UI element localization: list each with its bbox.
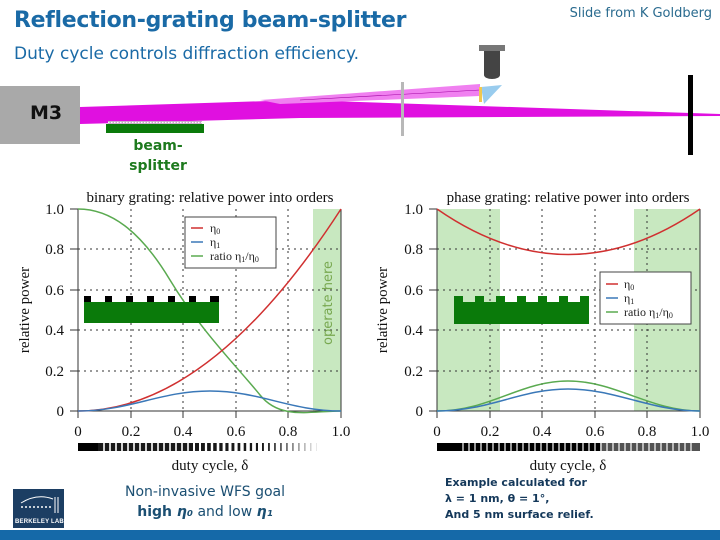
svg-text:0: 0 [433, 424, 441, 440]
svg-text:ratio η1/η0: ratio η1/η0 [210, 249, 259, 264]
scintillator-prism [481, 85, 502, 104]
grid [78, 209, 341, 411]
svg-text:η0: η0 [210, 221, 220, 236]
x-axis-label: duty cycle, δ [172, 458, 249, 474]
svg-text:0.4: 0.4 [533, 424, 552, 440]
chart-title: phase grating: relative power into order… [447, 190, 690, 206]
svg-text:1.0: 1.0 [332, 424, 351, 440]
x-tick-labels: 0 0.2 0.4 0.6 0.8 1.0 [433, 424, 709, 440]
svg-text:η0: η0 [624, 277, 634, 292]
diffracted-beam [260, 84, 480, 104]
legend: η0 η1 ratio η1/η0 [599, 271, 692, 325]
svg-text:0.2: 0.2 [122, 424, 141, 440]
svg-text:1.0: 1.0 [45, 202, 64, 218]
svg-text:0: 0 [74, 424, 82, 440]
y-tick-labels: 1.0 0.8 0.6 0.4 0.2 0 [404, 202, 423, 420]
wfs-goal-text: Non-invasive WFS goal high η₀ and low η₁ [124, 484, 286, 520]
footer-bar [0, 530, 720, 540]
berkeley-lab-logo: BERKELEY LAB [13, 489, 64, 528]
calculation-note: Example calculated for λ = 1 nm, θ = 1°,… [445, 476, 594, 521]
screen-line [688, 75, 693, 155]
duty-bar-gaps [462, 443, 692, 451]
binary-grating-chart: η0 η1 ratio η1/η0 operate here binary gr… [17, 190, 350, 474]
x-tick-labels: 0 0.2 0.4 0.6 0.8 1.0 [74, 424, 350, 440]
mirror-m3-label: M3 [30, 102, 63, 124]
y-axis-label: relative power [375, 267, 391, 353]
svg-text:1.0: 1.0 [691, 424, 710, 440]
duty-cycle-bar [78, 443, 341, 451]
svg-text:0.8: 0.8 [638, 424, 657, 440]
x-axis-label: duty cycle, δ [530, 458, 607, 474]
svg-text:0.8: 0.8 [404, 242, 423, 258]
svg-text:η1: η1 [624, 291, 634, 306]
svg-text:0: 0 [57, 404, 65, 420]
chart-title: binary grating: relative power into orde… [86, 190, 333, 206]
operate-here-label: operate here [321, 261, 336, 345]
svg-text:0.8: 0.8 [279, 424, 298, 440]
svg-text:0.6: 0.6 [404, 283, 423, 299]
svg-text:0.4: 0.4 [404, 323, 423, 339]
duty-bar-gaps [103, 443, 341, 451]
svg-text:0.4: 0.4 [45, 323, 64, 339]
svg-text:0.4: 0.4 [174, 424, 193, 440]
svg-text:0.2: 0.2 [404, 364, 423, 380]
svg-text:0.8: 0.8 [45, 242, 64, 258]
aperture-line [401, 82, 404, 136]
duty-cycle-bar [437, 443, 700, 451]
svg-text:1.0: 1.0 [404, 202, 423, 218]
svg-text:0.6: 0.6 [45, 283, 64, 299]
svg-text:0.6: 0.6 [227, 424, 246, 440]
beamsplitter-label: beam- splitter [129, 138, 187, 174]
svg-text:0.2: 0.2 [45, 364, 64, 380]
detector-mount [479, 45, 505, 51]
phase-grating-icon [454, 296, 589, 324]
eta1-curve [77, 390, 342, 412]
legend: η0 η1 ratio η1/η0 [184, 216, 277, 269]
y-axis-label: relative power [17, 267, 33, 353]
svg-text:0: 0 [416, 404, 424, 420]
phase-grating-chart: η0 η1 ratio η1/η0 phase grating: relativ… [375, 190, 709, 474]
eta1-curve [436, 388, 701, 412]
slide-title: Reflection-grating beam-splitter [14, 8, 407, 33]
beamsplitter-grating [106, 121, 204, 133]
slide-subtitle: Duty cycle controls diffraction efficien… [14, 44, 360, 64]
ratio-curve [436, 380, 701, 412]
svg-text:0.2: 0.2 [481, 424, 500, 440]
svg-text:0.6: 0.6 [586, 424, 605, 440]
svg-text:ratio η1/η0: ratio η1/η0 [624, 305, 673, 320]
detector-body [484, 51, 500, 75]
mirror-m3: M3 [0, 86, 80, 144]
beamline-diagram [80, 45, 720, 155]
binary-grating-icon [84, 296, 219, 323]
grid [437, 209, 700, 411]
main-beam [80, 100, 720, 124]
eta0-curve [436, 208, 701, 256]
slide-credit: Slide from K Goldberg [569, 6, 712, 21]
ratio-curve [77, 208, 342, 414]
y-tick-labels: 1.0 0.8 0.6 0.4 0.2 0 [45, 202, 64, 420]
svg-text:η1: η1 [210, 235, 220, 250]
